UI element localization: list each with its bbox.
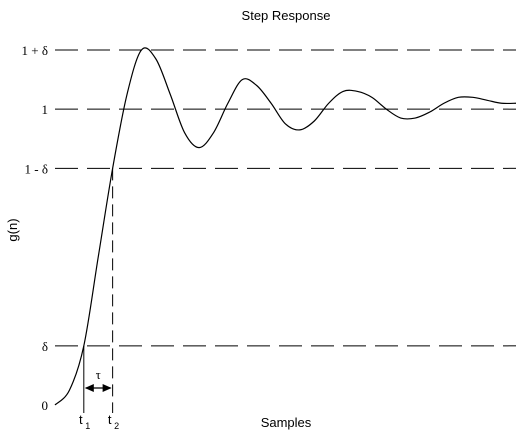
- chart-title: Step Response: [242, 8, 331, 23]
- reference-lines: 0 δ 1 - δ 1 1 + δ: [22, 43, 516, 413]
- tau-annotation: τ: [84, 367, 112, 392]
- y-axis-label: g(n): [5, 218, 20, 241]
- x-marker-label-1: t: [79, 412, 83, 427]
- tau-label: τ: [96, 367, 101, 382]
- x-marker-subscript-2: 2: [114, 421, 119, 431]
- x-marker-label-2: t: [108, 412, 112, 427]
- x-marker-subscript-1: 1: [85, 421, 90, 431]
- step-response-line: [54, 47, 517, 406]
- y-tick-label-1: δ: [42, 339, 48, 354]
- data-series: [54, 47, 517, 406]
- y-tick-label-2: 1 - δ: [25, 161, 48, 176]
- tau-arrow-left-head: [84, 384, 94, 392]
- tau-arrow-right-head: [102, 384, 112, 392]
- y-tick-label-3: 1: [42, 102, 49, 117]
- x-axis-label: Samples: [261, 415, 312, 430]
- y-tick-label-0: 0: [42, 398, 49, 413]
- y-tick-label-4: 1 + δ: [22, 43, 48, 58]
